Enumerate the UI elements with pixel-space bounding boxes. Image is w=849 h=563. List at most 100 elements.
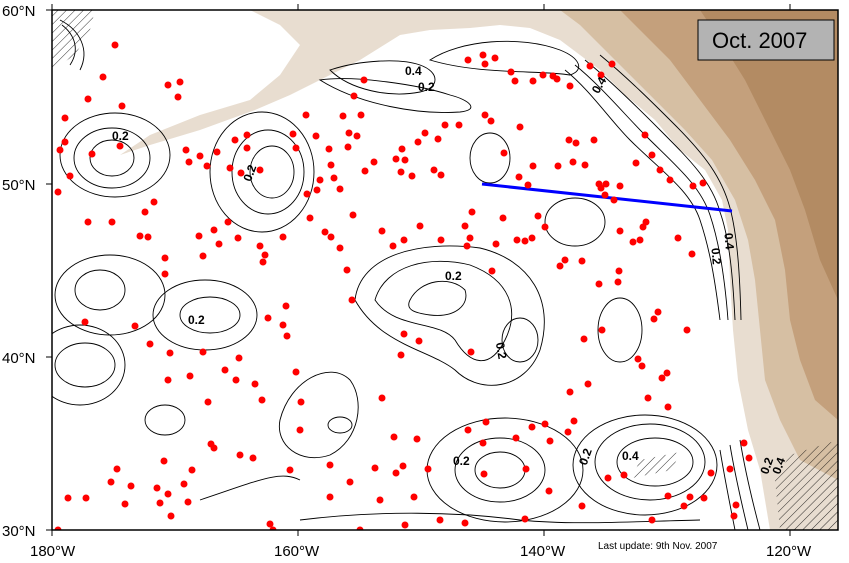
float-marker bbox=[488, 267, 496, 275]
lat-label: 60°N bbox=[2, 3, 36, 20]
float-marker bbox=[608, 60, 616, 68]
float-marker bbox=[259, 258, 267, 266]
float-marker bbox=[481, 60, 489, 68]
float-marker bbox=[434, 135, 442, 143]
float-marker bbox=[371, 464, 379, 472]
float-marker bbox=[414, 138, 422, 146]
float-marker bbox=[256, 166, 264, 174]
float-marker bbox=[492, 240, 500, 248]
float-marker bbox=[256, 242, 264, 250]
float-marker bbox=[539, 71, 547, 79]
float-marker bbox=[370, 158, 378, 166]
float-marker bbox=[541, 223, 549, 231]
float-marker bbox=[658, 374, 666, 382]
float-marker bbox=[84, 95, 92, 103]
float-marker bbox=[461, 222, 469, 230]
float-marker bbox=[648, 516, 656, 524]
float-marker bbox=[174, 93, 182, 101]
float-marker bbox=[327, 233, 335, 241]
float-marker bbox=[113, 465, 121, 473]
float-marker bbox=[554, 162, 562, 170]
float-marker bbox=[399, 462, 407, 470]
lon-label: 180°W bbox=[30, 543, 76, 560]
float-marker bbox=[199, 252, 207, 260]
float-marker bbox=[566, 388, 574, 396]
float-marker bbox=[345, 129, 353, 137]
float-marker bbox=[343, 266, 351, 274]
float-marker bbox=[264, 314, 272, 322]
float-marker bbox=[479, 439, 487, 447]
float-marker bbox=[468, 208, 476, 216]
float-marker bbox=[595, 280, 603, 288]
float-marker bbox=[654, 308, 662, 316]
float-marker bbox=[524, 181, 532, 189]
float-marker bbox=[529, 162, 537, 170]
float-marker bbox=[638, 362, 646, 370]
float-marker bbox=[210, 444, 218, 452]
float-marker bbox=[413, 435, 421, 443]
float-marker bbox=[336, 185, 344, 193]
float-marker bbox=[84, 218, 92, 226]
contour-labels: 0.4 0.2 0.2 0.2 0.2 0.2 0.2 0.2 0.2 0.4 … bbox=[112, 64, 788, 476]
float-marker bbox=[279, 233, 287, 241]
float-marker bbox=[279, 321, 287, 329]
float-marker bbox=[203, 162, 211, 170]
float-marker bbox=[118, 102, 126, 110]
lat-label: 30°N bbox=[2, 523, 36, 540]
float-marker bbox=[546, 437, 554, 445]
float-marker bbox=[664, 403, 672, 411]
float-marker bbox=[666, 176, 674, 184]
float-marker bbox=[144, 233, 152, 241]
float-marker bbox=[601, 191, 609, 199]
float-marker bbox=[350, 92, 358, 100]
float-marker bbox=[316, 176, 324, 184]
float-marker bbox=[512, 434, 520, 442]
float-marker bbox=[249, 454, 257, 462]
float-marker bbox=[176, 78, 184, 86]
float-marker bbox=[400, 330, 408, 338]
float-marker bbox=[213, 148, 221, 156]
float-marker bbox=[116, 142, 124, 150]
float-marker bbox=[389, 242, 397, 250]
float-marker bbox=[349, 211, 357, 219]
float-marker bbox=[528, 423, 536, 431]
float-marker bbox=[415, 337, 423, 345]
float-marker bbox=[482, 418, 490, 426]
float-marker bbox=[82, 494, 90, 502]
float-marker bbox=[313, 186, 321, 194]
float-marker bbox=[437, 171, 445, 179]
float-marker bbox=[326, 461, 334, 469]
float-marker bbox=[150, 198, 158, 206]
float-marker bbox=[730, 512, 738, 520]
float-marker bbox=[499, 214, 507, 222]
float-marker bbox=[164, 376, 172, 384]
float-marker bbox=[215, 240, 223, 248]
float-marker bbox=[56, 146, 64, 154]
float-marker bbox=[522, 465, 530, 473]
float-marker bbox=[353, 132, 361, 140]
float-marker bbox=[269, 526, 277, 530]
float-marker bbox=[166, 349, 174, 357]
float-marker bbox=[636, 236, 644, 244]
float-marker bbox=[707, 469, 715, 477]
lat-label: 50°N bbox=[2, 177, 36, 194]
float-marker bbox=[204, 398, 212, 406]
float-marker bbox=[357, 111, 365, 119]
float-marker bbox=[141, 208, 149, 216]
float-marker bbox=[680, 502, 688, 510]
date-label: Oct. 2007 bbox=[712, 28, 807, 53]
float-marker bbox=[235, 354, 243, 362]
lon-label: 140°W bbox=[520, 543, 566, 560]
contour-lines bbox=[52, 19, 761, 530]
contour-label: 0.4 bbox=[769, 455, 788, 476]
float-marker bbox=[231, 136, 239, 144]
float-marker bbox=[283, 332, 291, 340]
float-marker bbox=[500, 149, 508, 157]
float-marker bbox=[541, 420, 549, 428]
float-marker bbox=[210, 226, 218, 234]
float-marker bbox=[642, 218, 650, 226]
hatched-region bbox=[632, 452, 680, 478]
float-marker bbox=[515, 173, 523, 181]
float-marker bbox=[479, 51, 487, 59]
float-marker bbox=[326, 493, 334, 501]
